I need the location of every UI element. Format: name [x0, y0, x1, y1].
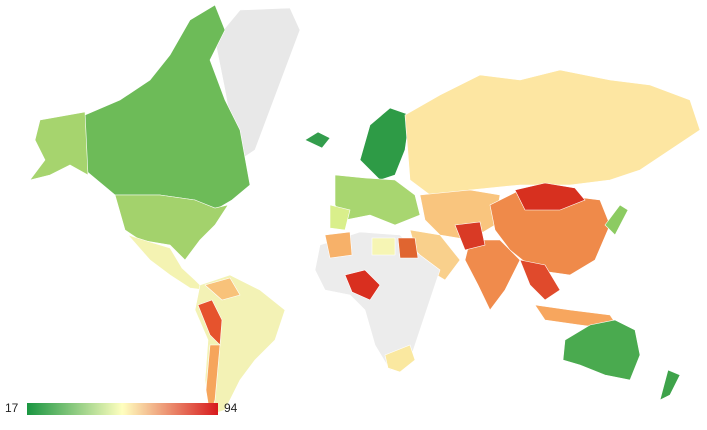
- country: [464, 239, 521, 311]
- country: [359, 107, 411, 181]
- country: [344, 269, 381, 301]
- countries: [29, 4, 701, 416]
- country: [659, 369, 681, 401]
- legend-max-label: 94: [224, 401, 238, 415]
- country: [454, 221, 486, 251]
- country: [29, 111, 89, 181]
- country: [371, 237, 396, 256]
- country: [397, 237, 419, 259]
- country: [194, 274, 286, 416]
- country: [519, 259, 561, 301]
- country: [604, 204, 629, 236]
- color-legend: 17 94: [5, 401, 238, 415]
- legend-gradient: [27, 403, 218, 415]
- country: [514, 182, 586, 211]
- country: [329, 204, 351, 231]
- country: [384, 344, 416, 373]
- country: [197, 299, 223, 346]
- country: [324, 231, 353, 259]
- country: [304, 131, 331, 149]
- country: [204, 277, 241, 301]
- legend-min-label: 17: [5, 401, 19, 415]
- country: [562, 319, 641, 381]
- country: [404, 69, 701, 196]
